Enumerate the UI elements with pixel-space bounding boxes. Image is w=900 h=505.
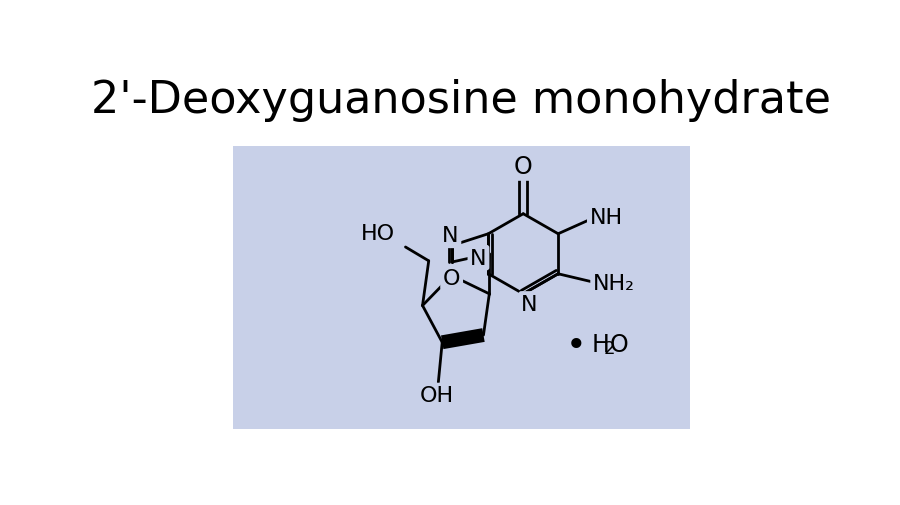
Text: N: N bbox=[521, 294, 537, 314]
Text: 2'-Deoxyguanosine monohydrate: 2'-Deoxyguanosine monohydrate bbox=[91, 79, 832, 122]
Text: O: O bbox=[514, 155, 533, 179]
Text: 2: 2 bbox=[604, 340, 616, 358]
Text: O: O bbox=[610, 332, 629, 356]
Text: NH: NH bbox=[590, 208, 623, 227]
Text: H: H bbox=[591, 332, 609, 356]
Text: N: N bbox=[470, 248, 487, 268]
Text: •: • bbox=[565, 328, 586, 362]
Text: NH₂: NH₂ bbox=[593, 274, 635, 293]
Text: O: O bbox=[443, 268, 461, 288]
Text: OH: OH bbox=[419, 386, 454, 406]
Bar bbox=[232, 146, 690, 429]
Text: HO: HO bbox=[361, 224, 394, 243]
Text: N: N bbox=[442, 226, 459, 246]
